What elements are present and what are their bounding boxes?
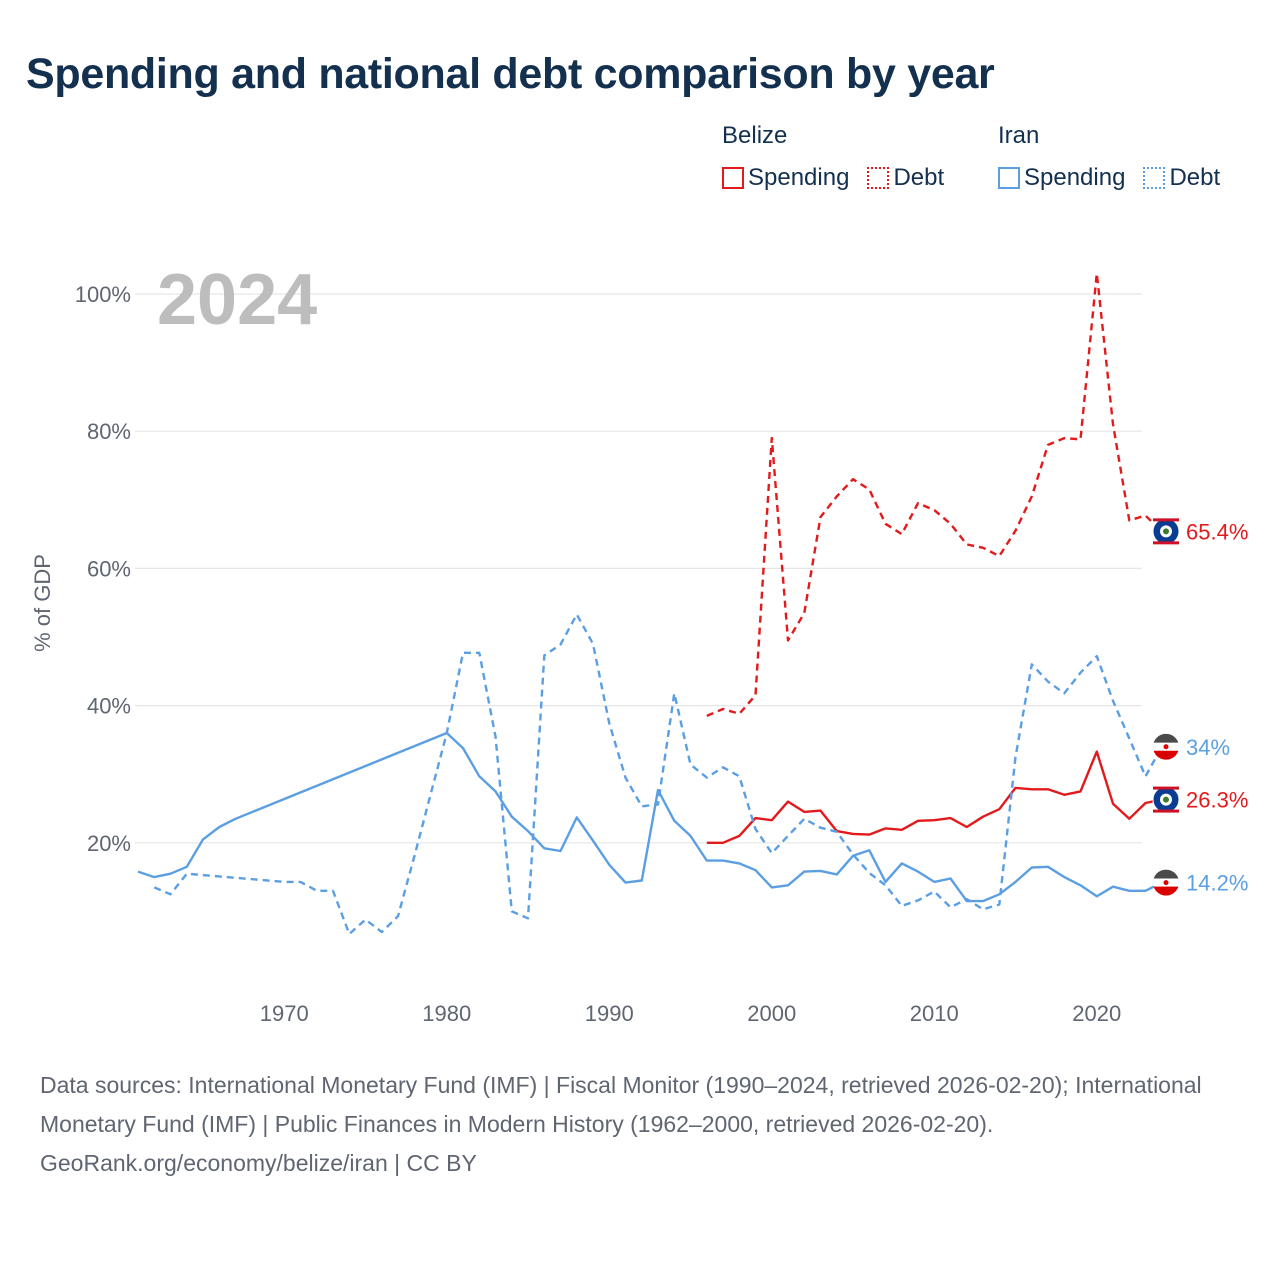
legend-swatch-dotted: [867, 167, 890, 189]
legend-group-label: Iran: [998, 122, 1040, 149]
end-value-label: 34%: [1186, 735, 1230, 760]
legend-item-iran-debt[interactable]: Debt: [1143, 164, 1220, 192]
x-tick-label: 1990: [585, 1001, 634, 1026]
legend-group-belize: Belize Spending Debt: [722, 122, 956, 192]
end-value-label: 14.2%: [1186, 871, 1248, 896]
y-tick-label: 40%: [87, 694, 131, 719]
legend-swatch-dotted: [1143, 167, 1166, 189]
year-watermark: 2024: [157, 260, 317, 340]
end-value-label: 26.3%: [1186, 788, 1248, 813]
end-value-label: 65.4%: [1186, 519, 1248, 544]
x-axis-ticks: 1970 1980 1990 2000 2010 2020: [260, 1001, 1121, 1026]
legend-item-belize-debt[interactable]: Debt: [867, 164, 944, 192]
x-tick-label: 1970: [260, 1001, 309, 1026]
legend-group-iran: Iran Spending Debt: [998, 122, 1232, 192]
iran-flag-icon: [1153, 733, 1179, 760]
end-labels: 65.4% 26.3% 34% 14.2%: [1152, 517, 1248, 896]
y-axis-label: % of GDP: [30, 554, 55, 652]
series-line-iran-spending[interactable]: [137, 731, 1163, 903]
x-tick-label: 2010: [910, 1001, 959, 1026]
credit-link[interactable]: GeoRank.org/economy/belize/iran | CC BY: [40, 1150, 477, 1176]
belize-flag-icon: [1152, 786, 1180, 814]
legend-group-label: Belize: [722, 122, 788, 149]
x-tick-label: 2020: [1072, 1001, 1121, 1026]
legend-swatch-solid: [722, 167, 744, 189]
belize-flag-icon: [1152, 517, 1180, 545]
y-tick-label: 20%: [87, 831, 131, 856]
chart-title: Spending and national debt comparison by…: [26, 50, 995, 98]
series-line-belize-spending[interactable]: [706, 750, 1163, 844]
x-tick-label: 2000: [747, 1001, 796, 1026]
gridlines: [135, 293, 1142, 844]
legend-item-label: Spending: [748, 164, 850, 191]
data-sources: Data sources: International Monetary Fun…: [40, 1072, 1202, 1137]
legend-item-iran-spending[interactable]: Spending: [998, 164, 1125, 192]
series-lines: [137, 272, 1163, 936]
legend-item-label: Debt: [1169, 164, 1221, 191]
x-tick-label: 1980: [422, 1001, 471, 1026]
legend-item-label: Spending: [1024, 164, 1126, 191]
iran-flag-icon: [1153, 869, 1179, 896]
series-line-belize-debt[interactable]: [706, 272, 1163, 718]
legend-item-label: Debt: [893, 164, 945, 191]
y-tick-label: 100%: [75, 282, 131, 307]
series-line-iran-debt[interactable]: [153, 613, 1163, 936]
legend-item-belize-spending[interactable]: Spending: [722, 164, 849, 192]
footer: Data sources: International Monetary Fun…: [40, 1066, 1240, 1183]
legend-swatch-solid: [998, 167, 1020, 189]
line-chart: 2024 % of GDP 20%40%60%80%100% 1970 1980 1…: [30, 260, 1248, 1026]
y-tick-label: 60%: [87, 556, 131, 581]
y-axis-ticks: 20% 40% 60% 80% 100%: [75, 282, 131, 856]
y-tick-label: 80%: [87, 419, 131, 444]
